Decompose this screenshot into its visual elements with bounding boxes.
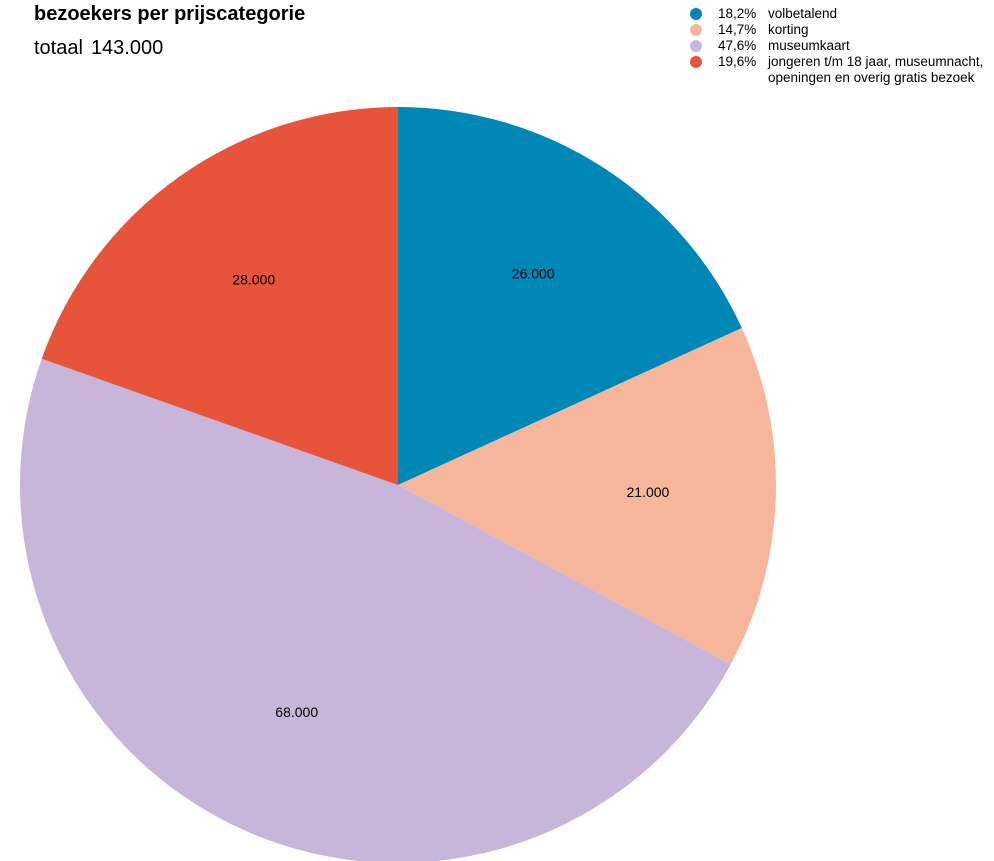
slice-value-label: 26.000: [512, 265, 555, 281]
slice-value-label: 21.000: [626, 484, 669, 500]
slice-value-label: 68.000: [275, 704, 318, 720]
slice-value-label: 28.000: [232, 272, 275, 288]
